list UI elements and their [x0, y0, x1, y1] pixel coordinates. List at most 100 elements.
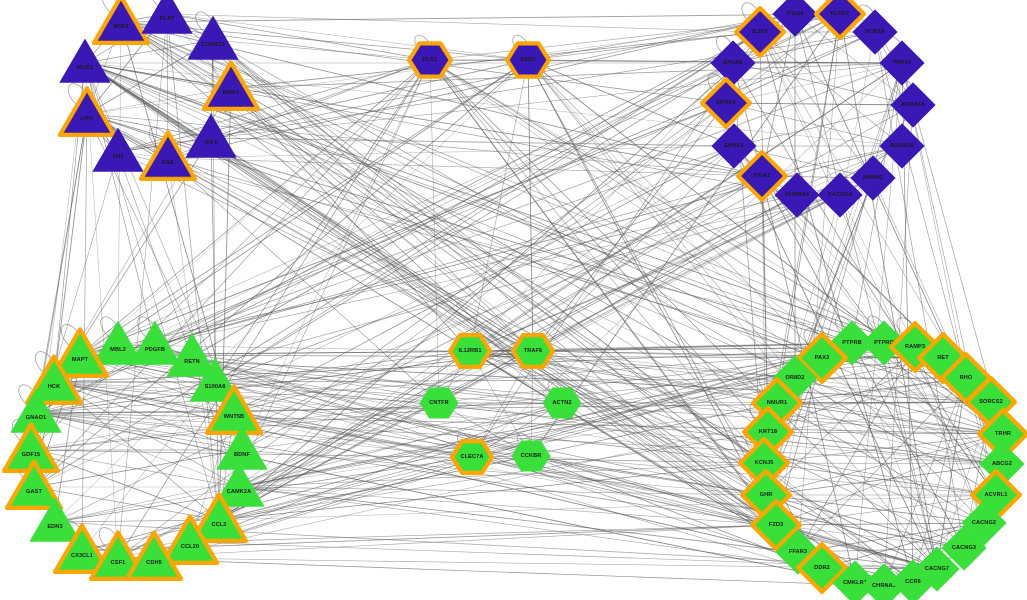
graph-edge [238, 486, 777, 526]
triangle-node-icon [51, 520, 113, 582]
graph-edge [241, 377, 796, 451]
graph-edge [35, 411, 235, 414]
graph-edge [35, 401, 992, 414]
graph-edge [54, 456, 473, 523]
triangle-node-icon [89, 123, 147, 181]
graph-node-cdh5[interactable]: CDH5 [123, 527, 185, 589]
graph-edge [530, 455, 767, 496]
graph-edge [53, 381, 440, 404]
graph-node-traf6[interactable]: TRAF6 [508, 326, 558, 376]
graph-edge [233, 411, 767, 496]
graph-edge [33, 486, 220, 521]
diamond-node-icon [810, 0, 870, 44]
graph-edge [218, 350, 471, 521]
graph-edge [54, 342, 853, 523]
graph-node-il12rb1[interactable]: IL12RB1 [445, 326, 495, 376]
graph-edge [218, 342, 885, 521]
graph-edge [84, 62, 232, 89]
triangle-node-icon [23, 351, 85, 413]
graph-edge [30, 59, 431, 451]
graph-edge [469, 31, 761, 352]
graph-edge [86, 113, 212, 139]
graph-edge [775, 433, 1004, 526]
triangle-node-icon [182, 109, 240, 167]
graph-edge [120, 21, 985, 524]
graph-edge [33, 449, 243, 488]
graph-edge [117, 59, 431, 559]
graph-edge [120, 21, 967, 379]
diamond-node-icon [885, 554, 941, 600]
graph-node-rls1[interactable]: RLS1 [404, 34, 456, 86]
graph-node-fga[interactable]: FGA [137, 127, 199, 189]
graph-edge [469, 350, 992, 403]
graph-edge [84, 62, 967, 379]
graph-edge [153, 377, 967, 559]
graph-edge [117, 557, 885, 587]
graph-edge [35, 346, 916, 414]
graph-edge [79, 354, 992, 403]
graph-edge [79, 354, 767, 496]
hexagon-node-icon [445, 326, 495, 376]
diamond-node-icon [767, 0, 823, 42]
graph-edge [166, 13, 761, 33]
graph-edge [530, 13, 841, 457]
graph-node-esr2[interactable]: ESR2 [502, 34, 554, 86]
graph-edge [527, 59, 796, 379]
graph-edge [35, 412, 1004, 435]
graph-edge [532, 350, 944, 359]
graph-edge [218, 145, 735, 521]
graph-edge [233, 411, 965, 549]
diamond-node-icon [936, 520, 992, 576]
graph-edge [775, 62, 903, 526]
triangle-node-icon [26, 493, 84, 551]
graph-edge [797, 346, 916, 553]
graph-edge [759, 31, 903, 147]
graph-edge [765, 494, 985, 524]
graph-edge [429, 59, 916, 348]
graph-edge [839, 13, 938, 570]
graph-edge [765, 433, 1004, 496]
graph-edge [53, 381, 473, 458]
graph-edge [238, 486, 823, 569]
graph-node-ccr6[interactable]: CCR6 [885, 554, 941, 600]
graph-edge [218, 87, 232, 521]
graph-edge [191, 356, 823, 569]
graph-edge [84, 62, 763, 177]
graph-node-cacng4[interactable]: CACNG4 [812, 167, 868, 223]
triangle-node-icon [186, 353, 244, 411]
graph-edge [35, 412, 243, 451]
graph-edge [54, 486, 240, 523]
graph-edge [53, 13, 841, 383]
graph-node-cntfr[interactable]: CNTFR [415, 379, 463, 427]
graph-node-cckbr[interactable]: CCKBR [507, 432, 555, 480]
graph-edge [438, 402, 532, 457]
triangle-node-icon [163, 328, 221, 386]
graph-edge [241, 13, 841, 451]
graph-node-clec7a[interactable]: CLEC7A [447, 432, 497, 482]
graph-edge [230, 31, 761, 89]
graph-edge [154, 62, 903, 346]
graph-edge [53, 59, 529, 383]
graph-edge [429, 59, 765, 464]
graph-edge [154, 62, 734, 346]
graph-edge [725, 62, 903, 104]
graph-edge [230, 62, 903, 89]
graph-node-actn2[interactable]: ACTN2 [538, 379, 586, 427]
graph-edge [775, 31, 876, 526]
diamond-node-icon [956, 495, 1012, 551]
graph-edge [532, 102, 727, 352]
graph-edge [438, 177, 874, 404]
graph-edge [84, 62, 235, 413]
graph-edge [794, 377, 997, 496]
diamond-node-icon [746, 495, 806, 555]
triangle-node-icon [203, 381, 265, 443]
graph-edge [84, 62, 767, 496]
graph-edge [166, 13, 220, 521]
graph-edge [117, 59, 529, 153]
graph-edge [214, 59, 431, 383]
graph-edge [117, 344, 240, 488]
triangle-node-icon [89, 316, 147, 374]
graph-edge [794, 13, 938, 570]
